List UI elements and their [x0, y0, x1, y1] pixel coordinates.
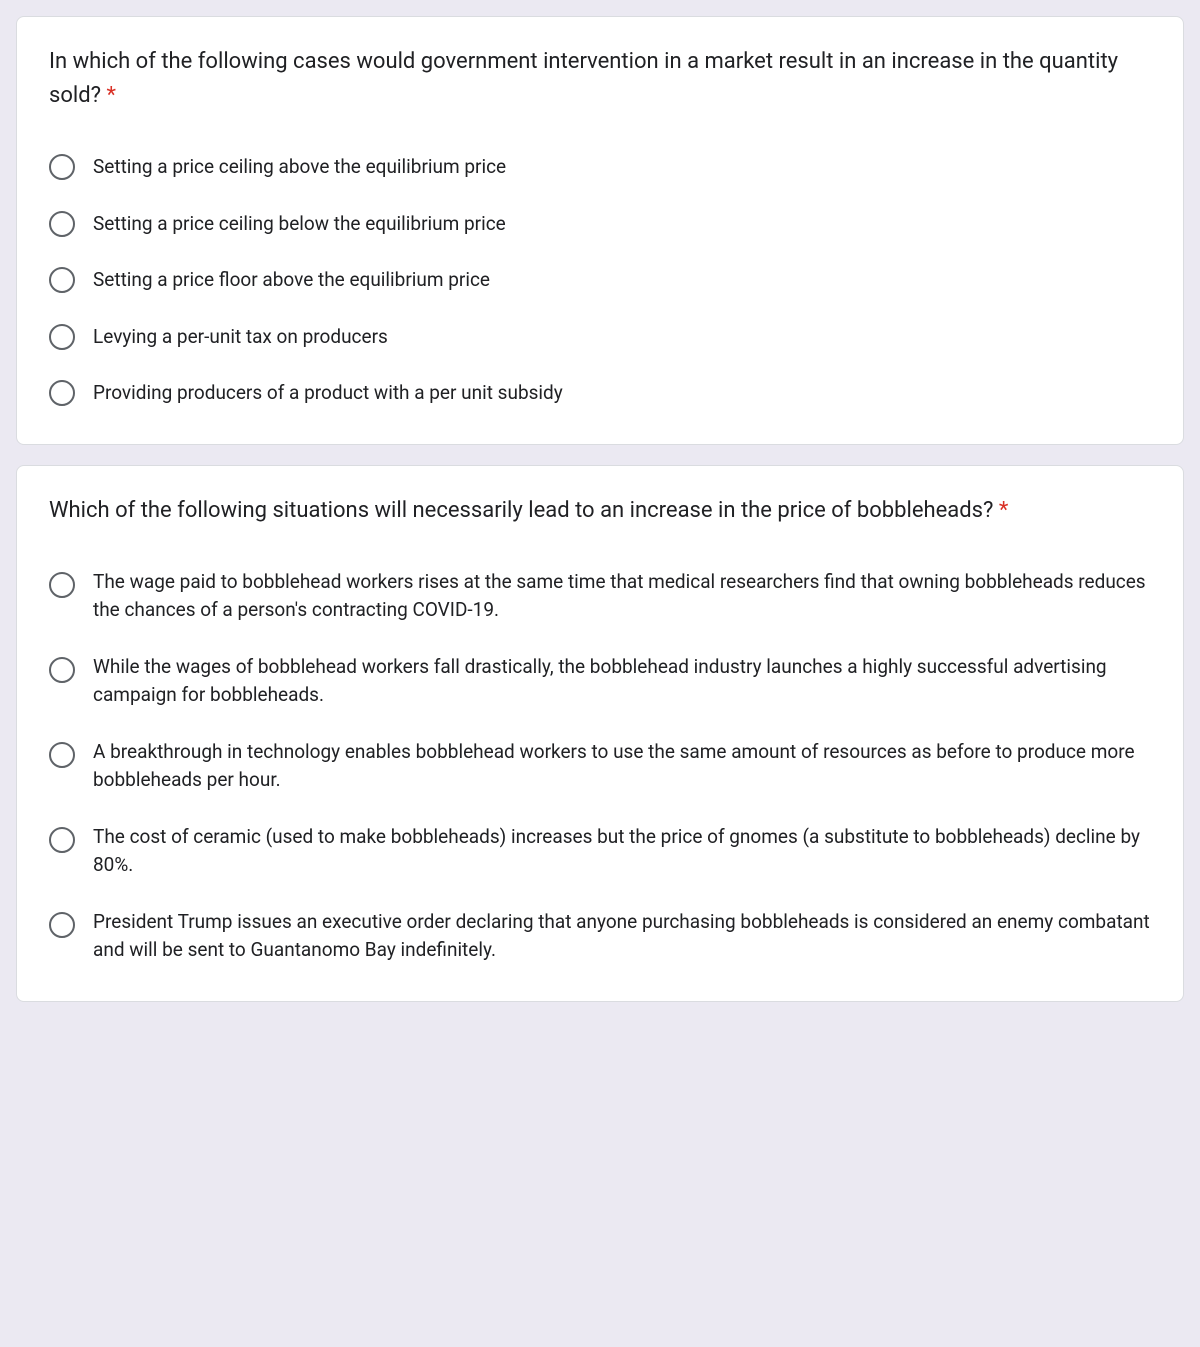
option-label: A breakthrough in technology enables bob…: [93, 738, 1151, 795]
option-row[interactable]: The cost of ceramic (used to make bobble…: [49, 823, 1151, 880]
question-prompt: Which of the following situations will n…: [49, 494, 1151, 528]
radio-icon[interactable]: [49, 742, 75, 768]
radio-icon[interactable]: [49, 912, 75, 938]
option-row[interactable]: Setting a price ceiling above the equili…: [49, 153, 1151, 182]
option-label: Levying a per-unit tax on producers: [93, 323, 388, 352]
radio-icon[interactable]: [49, 267, 75, 293]
radio-icon[interactable]: [49, 380, 75, 406]
radio-icon[interactable]: [49, 154, 75, 180]
option-row[interactable]: Setting a price floor above the equilibr…: [49, 266, 1151, 295]
option-row[interactable]: A breakthrough in technology enables bob…: [49, 738, 1151, 795]
radio-icon[interactable]: [49, 827, 75, 853]
radio-icon[interactable]: [49, 572, 75, 598]
option-row[interactable]: President Trump issues an executive orde…: [49, 908, 1151, 965]
option-label: Setting a price ceiling below the equili…: [93, 210, 506, 239]
option-label: Setting a price ceiling above the equili…: [93, 153, 506, 182]
option-row[interactable]: Providing producers of a product with a …: [49, 379, 1151, 408]
radio-icon[interactable]: [49, 324, 75, 350]
option-label: The wage paid to bobblehead workers rise…: [93, 568, 1151, 625]
radio-icon[interactable]: [49, 657, 75, 683]
required-asterisk: *: [999, 498, 1008, 523]
question-prompt-text: In which of the following cases would go…: [49, 49, 1118, 108]
question-card: In which of the following cases would go…: [16, 16, 1184, 445]
question-prompt-text: Which of the following situations will n…: [49, 498, 993, 523]
radio-icon[interactable]: [49, 211, 75, 237]
option-label: While the wages of bobblehead workers fa…: [93, 653, 1151, 710]
option-row[interactable]: The wage paid to bobblehead workers rise…: [49, 568, 1151, 625]
option-row[interactable]: Setting a price ceiling below the equili…: [49, 210, 1151, 239]
option-label: Providing producers of a product with a …: [93, 379, 563, 408]
option-row[interactable]: Levying a per-unit tax on producers: [49, 323, 1151, 352]
option-label: President Trump issues an executive orde…: [93, 908, 1151, 965]
question-prompt: In which of the following cases would go…: [49, 45, 1151, 113]
option-row[interactable]: While the wages of bobblehead workers fa…: [49, 653, 1151, 710]
option-label: The cost of ceramic (used to make bobble…: [93, 823, 1151, 880]
question-card: Which of the following situations will n…: [16, 465, 1184, 1002]
required-asterisk: *: [107, 83, 116, 108]
option-label: Setting a price floor above the equilibr…: [93, 266, 490, 295]
